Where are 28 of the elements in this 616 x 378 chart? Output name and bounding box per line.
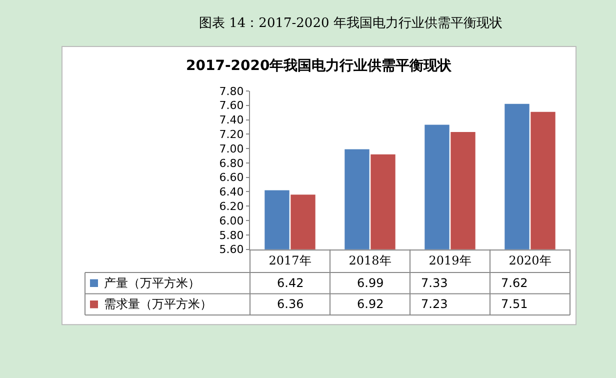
y-tick-label: 6.40 <box>219 186 244 199</box>
data-label: 6.99 <box>357 276 384 290</box>
data-label: 6.92 <box>357 297 384 311</box>
chart-subtitle: 2017-2020年我国电力行业供需平衡现状 <box>186 58 453 74</box>
x-tick-label: 2018年 <box>348 254 392 268</box>
x-tick-label: 2020年 <box>508 254 552 268</box>
y-tick-label: 7.40 <box>219 114 244 127</box>
x-tick-label: 2019年 <box>428 254 472 268</box>
y-tick-label: 6.20 <box>219 200 244 213</box>
y-tick-label: 7.00 <box>219 142 244 156</box>
data-label: 7.62 <box>501 276 528 290</box>
x-tick-label: 2017年 <box>268 254 312 268</box>
chart-title: 图表 14：2017-2020 年我国电力行业供需平衡现状 <box>199 16 502 31</box>
y-tick-label: 5.80 <box>219 228 244 242</box>
legend-label: 需求量（万平方米） <box>104 297 212 311</box>
y-tick-label: 6.80 <box>219 156 244 170</box>
data-label: 7.33 <box>421 276 448 290</box>
y-tick-label: 5.60 <box>219 243 244 256</box>
y-tick-label: 7.20 <box>219 128 244 142</box>
legend-label: 产量（万平方米） <box>104 276 200 290</box>
y-tick-label: 6.60 <box>219 171 244 184</box>
y-tick-label: 7.60 <box>219 99 244 112</box>
data-label: 7.23 <box>421 297 448 311</box>
data-label: 7.51 <box>501 297 528 311</box>
data-label: 6.42 <box>277 276 304 290</box>
y-tick-label: 7.80 <box>219 84 244 98</box>
data-label: 6.36 <box>277 297 304 311</box>
y-tick-label: 6.00 <box>219 214 244 228</box>
